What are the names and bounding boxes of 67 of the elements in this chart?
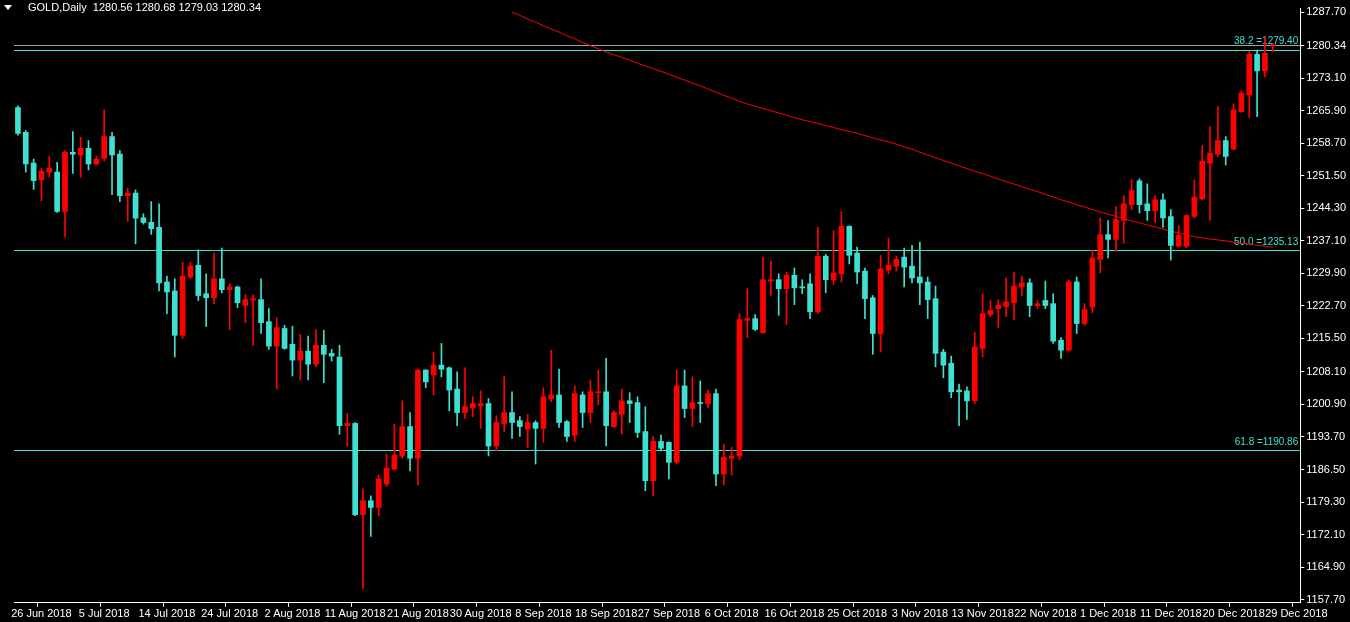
- x-tick-label: 27 Sep 2018: [637, 607, 701, 620]
- x-tick-label: 13 Nov 2018: [951, 607, 1014, 620]
- y-tick-label: 1244.30: [1306, 201, 1346, 214]
- y-tick-label: 1215.50: [1306, 331, 1346, 344]
- candlestick: [469, 396, 476, 417]
- y-tick-label: 1229.90: [1306, 266, 1346, 279]
- y-tick-label: 1237.10: [1306, 233, 1346, 246]
- x-tick-label: 11 Dec 2018: [1140, 607, 1202, 620]
- candlestick: [462, 367, 468, 419]
- x-tick-label: 29 Dec 2018: [1265, 607, 1328, 620]
- candlestick: [501, 375, 508, 432]
- candlestick: [697, 380, 704, 423]
- candlestick: [226, 283, 233, 330]
- candlestick: [203, 273, 209, 328]
- x-tick-label: 24 Jul 2018: [201, 607, 259, 620]
- chart-title: GOLD,Daily 1280.56 1280.68 1279.03 1280.34: [28, 0, 262, 13]
- candlestick: [775, 273, 782, 316]
- x-tick-label: 3 Nov 2018: [891, 607, 948, 620]
- x-tick-label: 18 Sep 2018: [574, 607, 638, 620]
- candlestick: [768, 260, 774, 296]
- y-tick-label: 1280.34: [1306, 38, 1346, 51]
- y-tick-label: 1172.10: [1306, 527, 1346, 540]
- x-tick-label: 6 Oct 2018: [704, 607, 759, 620]
- x-tick-label: 20 Dec 2018: [1202, 607, 1265, 620]
- x-tick-label: 26 Jun 2018: [11, 607, 72, 620]
- y-tick-label: 1208.10: [1306, 364, 1346, 377]
- candlestick: [548, 349, 555, 403]
- candlestick: [148, 201, 155, 235]
- candlestick: [320, 330, 327, 384]
- x-tick-label: 1 Dec 2018: [1079, 607, 1137, 620]
- y-tick-label: 1200.90: [1306, 397, 1346, 410]
- candlestick: [250, 294, 257, 346]
- candlestick: [744, 288, 751, 338]
- y-tick-label: 1157.70: [1306, 592, 1346, 605]
- candlestick: [1003, 277, 1009, 318]
- x-tick-label: 25 Oct 2018: [827, 607, 888, 620]
- candlestick: [524, 414, 531, 448]
- candlestick: [297, 334, 304, 381]
- ref-line-label: 61.8 =1190.86: [1234, 435, 1299, 447]
- candlestick: [1144, 183, 1151, 221]
- y-tick-label: 1222.70: [1306, 298, 1346, 311]
- candlestick: [509, 391, 515, 439]
- x-tick-label: 11 Aug 2018: [324, 607, 386, 620]
- y-tick-label: 1193.70: [1306, 430, 1346, 442]
- x-tick-label: 2 Aug 2018: [264, 607, 321, 620]
- candlestick: [995, 299, 1002, 328]
- x-tick-label: 8 Sep 2018: [515, 607, 572, 620]
- candlestick: [124, 187, 131, 222]
- x-tick-label: 22 Nov 2018: [1014, 607, 1077, 620]
- x-tick-label: 16 Oct 2018: [764, 607, 825, 620]
- x-tick-label: 5 Jul 2018: [78, 607, 130, 620]
- y-tick-label: 1265.90: [1306, 103, 1346, 116]
- y-tick-label: 1287.70: [1306, 5, 1346, 18]
- x-tick-label: 14 Jul 2018: [138, 607, 196, 620]
- candlestick: [344, 413, 351, 447]
- y-tick-label: 1186.50: [1306, 462, 1346, 475]
- x-tick-label: 30 Aug 2018: [449, 607, 512, 620]
- y-tick-label: 1273.10: [1306, 71, 1346, 84]
- candlestick: [1207, 126, 1213, 221]
- x-tick-label: 21 Aug 2018: [387, 607, 449, 620]
- candlestick: [368, 495, 374, 537]
- y-tick-label: 1258.70: [1306, 136, 1346, 149]
- y-tick-label: 1164.90: [1306, 560, 1346, 573]
- y-tick-label: 1251.50: [1306, 168, 1346, 181]
- candlestick: [595, 369, 602, 406]
- candlestick: [360, 488, 366, 590]
- y-tick-label: 1179.30: [1306, 495, 1346, 508]
